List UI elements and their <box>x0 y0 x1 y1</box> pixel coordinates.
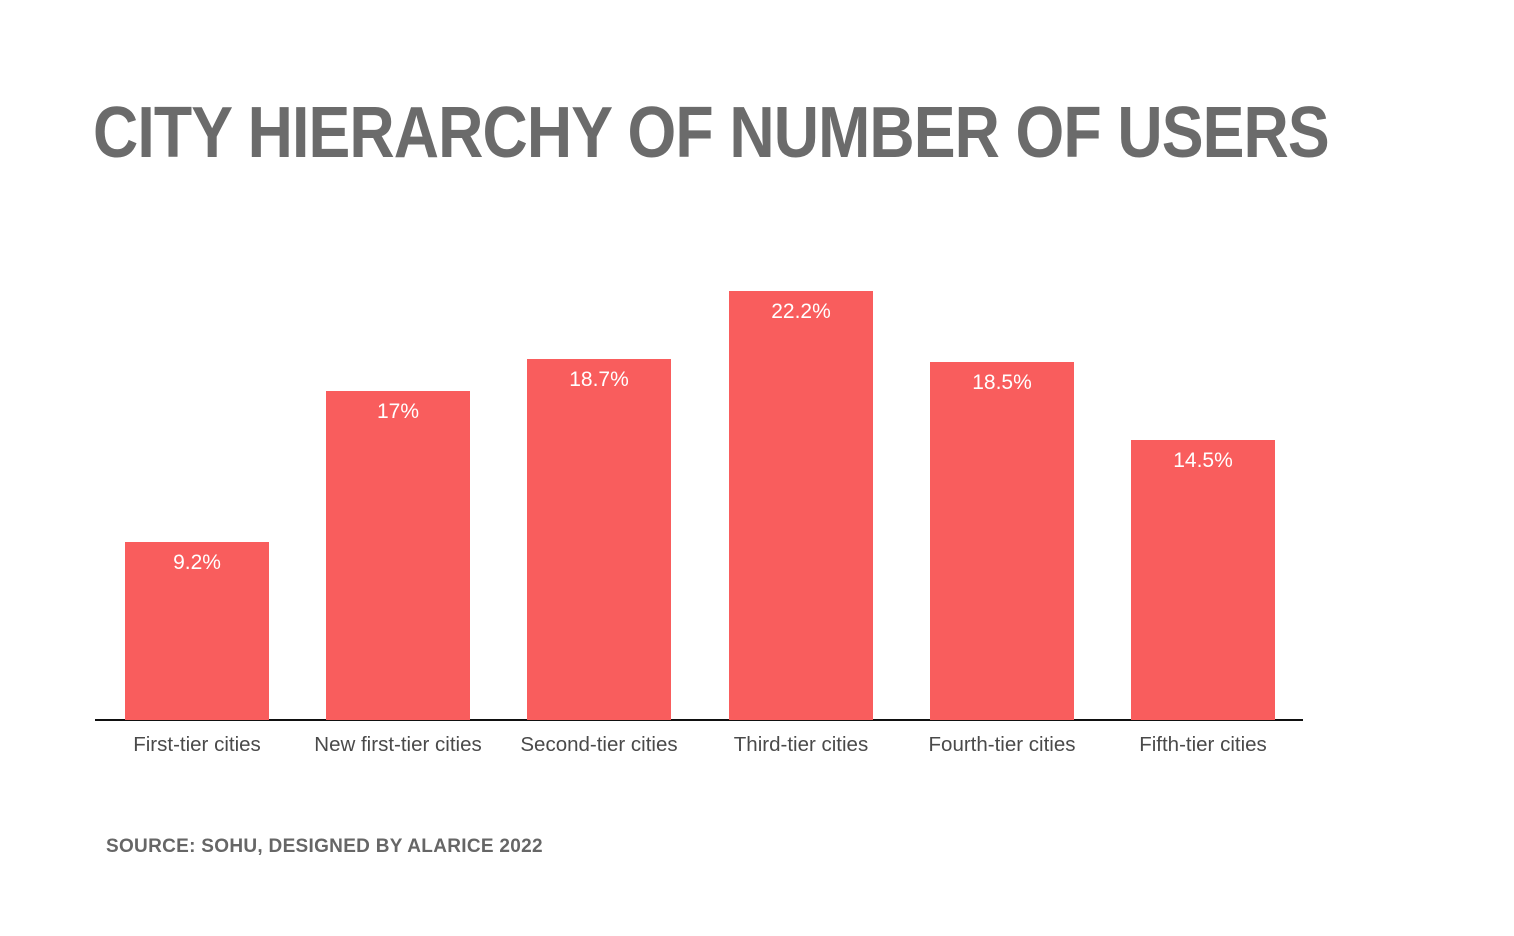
x-axis-line <box>95 719 1303 721</box>
bar: 17% <box>326 391 470 720</box>
bar: 9.2% <box>125 542 269 720</box>
category-label: Fourth-tier cities <box>928 733 1076 756</box>
bar: 22.2% <box>729 291 873 720</box>
bar: 18.7% <box>527 359 671 720</box>
bar-group: 14.5% <box>1131 440 1275 720</box>
category-label: First-tier cities <box>133 733 261 756</box>
bar: 18.5% <box>930 362 1074 720</box>
bar-value-label: 22.2% <box>771 300 831 323</box>
source-note: SOURCE: SOHU, DESIGNED BY ALARICE 2022 <box>106 836 543 857</box>
bar-value-label: 14.5% <box>1173 449 1233 472</box>
bar-group: 22.2% <box>729 291 873 720</box>
bar-value-label: 18.5% <box>972 371 1032 394</box>
bar-group: 17% <box>326 391 470 720</box>
bar-group: 18.7% <box>527 359 671 720</box>
bar-value-label: 18.7% <box>569 368 629 391</box>
bar-group: 9.2% <box>125 542 269 720</box>
category-label: Fifth-tier cities <box>1139 733 1267 756</box>
bar-value-label: 17% <box>376 400 420 423</box>
bar: 14.5% <box>1131 440 1275 720</box>
bar-value-label: 9.2% <box>173 551 221 574</box>
chart-title: CITY HIERARCHY OF NUMBER OF USERS <box>93 93 1330 173</box>
category-label: Third-tier cities <box>733 733 869 756</box>
category-label: Second-tier cities <box>520 733 678 756</box>
category-label: New first-tier cities <box>314 733 482 756</box>
bar-group: 18.5% <box>930 362 1074 720</box>
